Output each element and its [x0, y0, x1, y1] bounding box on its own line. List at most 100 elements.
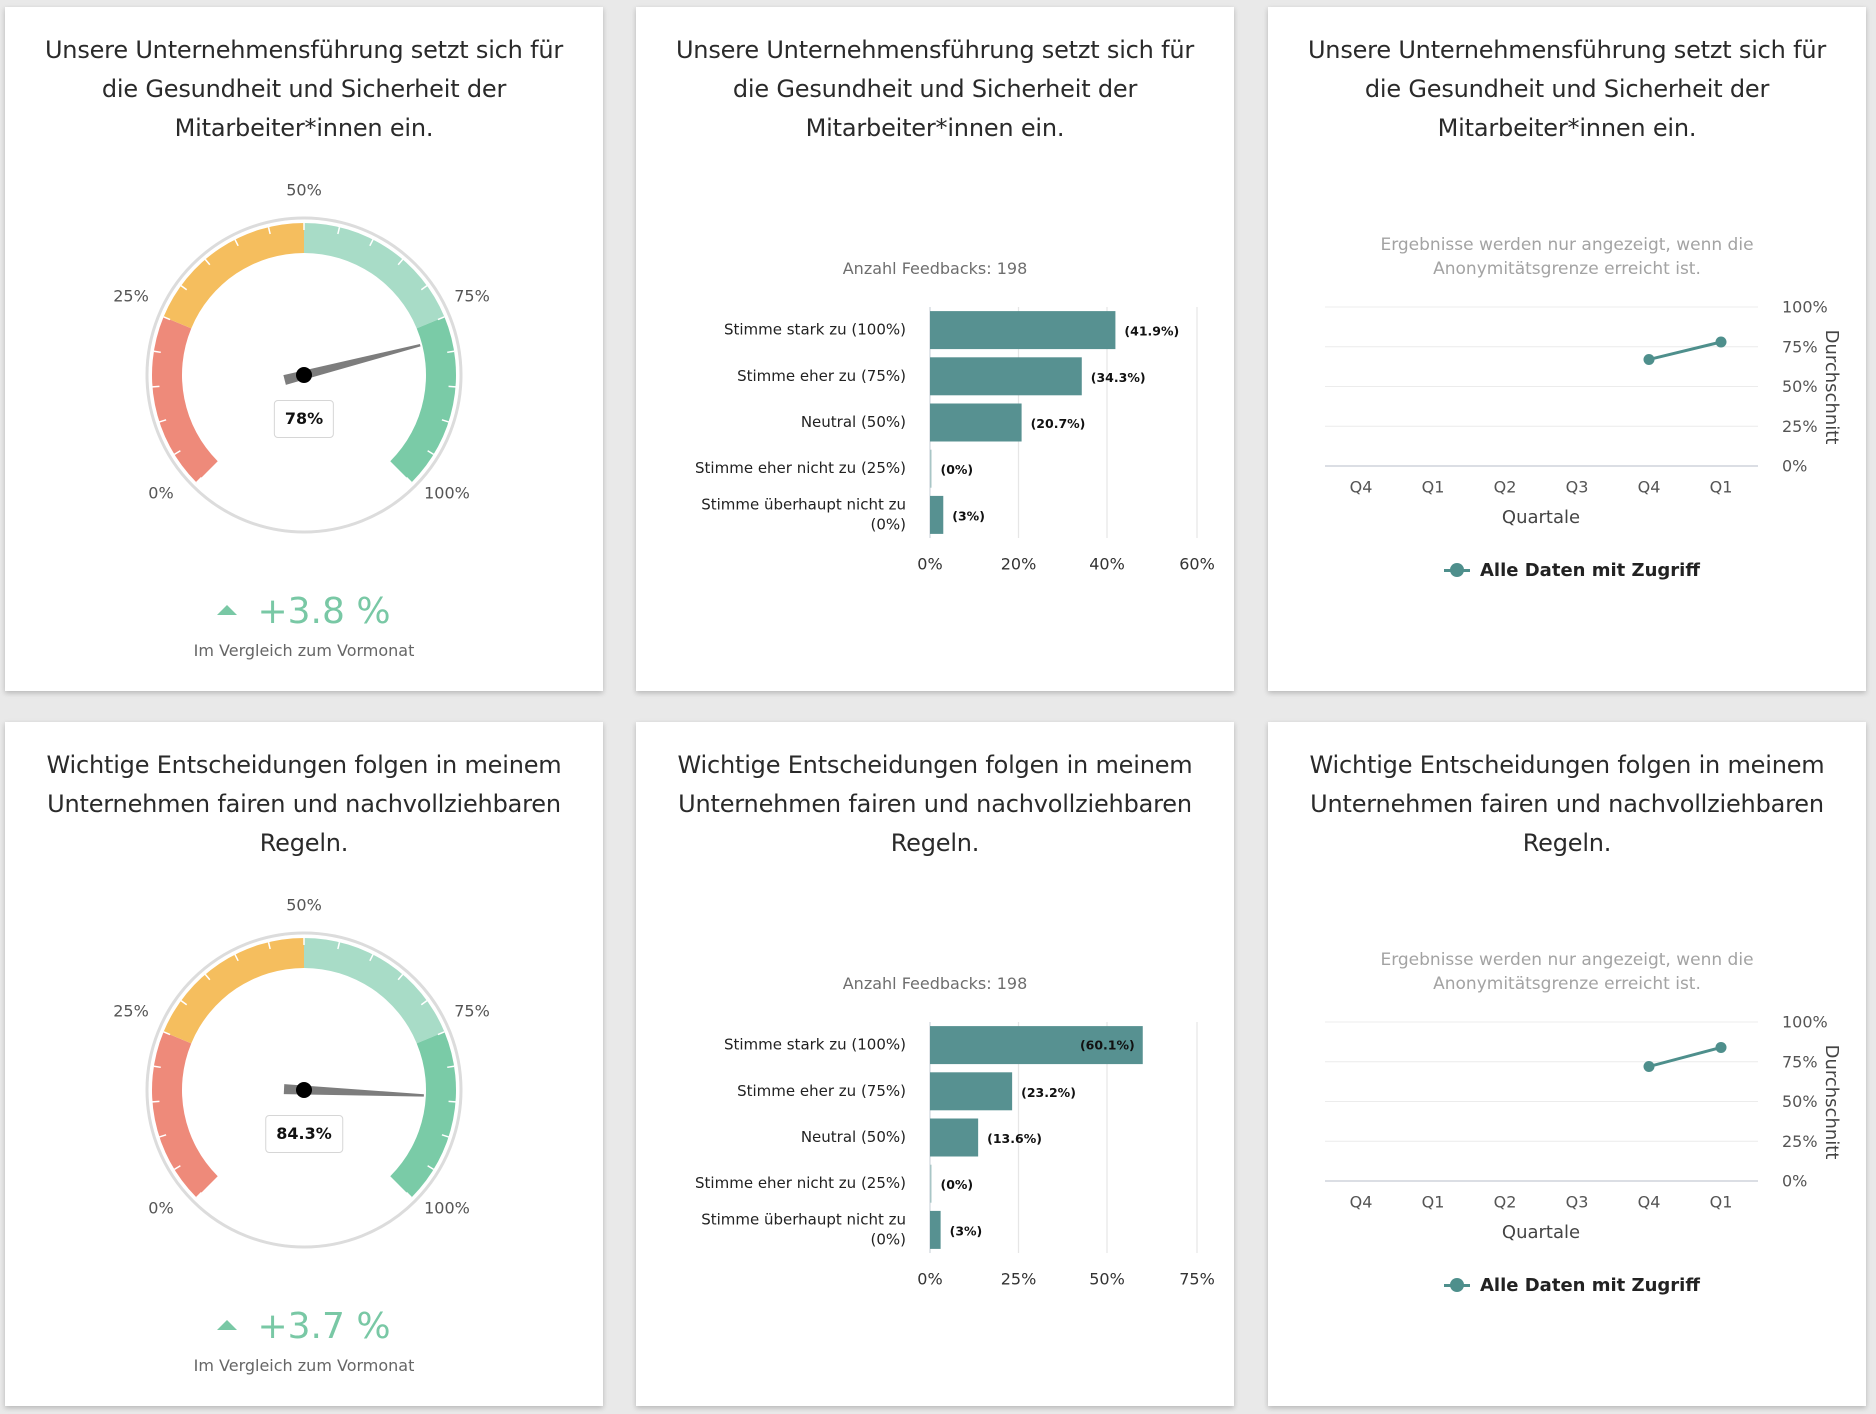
x-axis-title: Quartale: [1502, 1222, 1580, 1243]
bar-value-label: (41.9%): [1124, 324, 1179, 339]
gauge-tick: [427, 1165, 434, 1171]
gauge-tick: [152, 1100, 160, 1103]
y-tick-label: 100%: [1782, 298, 1828, 317]
bar: [930, 311, 1116, 350]
gauge-band: [390, 1031, 456, 1198]
gauge-needle: [283, 343, 421, 385]
bar: [930, 357, 1082, 396]
gauge-tick: [180, 1000, 188, 1006]
card-title: Unsere Unternehmensführung setzt sich fü…: [675, 36, 1195, 142]
delta-value: +3.8 %: [257, 591, 391, 632]
bar-card: Wichtige Entscheidungen folgen in meinem…: [636, 722, 1234, 1406]
gauge-tick: [174, 450, 181, 456]
gauge-tick: [406, 1192, 413, 1199]
x-tick-label: Q3: [1566, 1193, 1589, 1212]
gauge-tick: [267, 227, 271, 235]
x-tick-label: Q2: [1494, 478, 1517, 497]
data-point: [1643, 353, 1655, 365]
category-label: (0%): [870, 1230, 906, 1248]
card-title: Wichtige Entscheidungen folgen in meinem…: [677, 751, 1193, 857]
bar-value-label: (60.1%): [1080, 1038, 1135, 1053]
gauge-tick: [163, 316, 171, 321]
gauge-tick: [437, 1031, 445, 1036]
gauge-tick: [441, 1134, 449, 1138]
gauge-tick: [337, 942, 341, 950]
gauge-tick: [369, 954, 374, 962]
gauge-tick: [163, 1031, 171, 1036]
y-tick-label: 0%: [1782, 457, 1807, 476]
x-tick-label: Q4: [1638, 1193, 1661, 1212]
gauge-tick: [420, 1000, 428, 1006]
x-tick-label: 0%: [917, 555, 942, 574]
bar-value-label: (0%): [941, 462, 974, 477]
bar: [930, 1072, 1013, 1111]
gauge-tick: [397, 258, 404, 266]
gauge-tick: [159, 419, 167, 423]
gauge-tick-label: 50%: [286, 896, 322, 915]
gauge-needle: [283, 1084, 424, 1097]
gauge-tick: [159, 1134, 167, 1138]
x-tick-label: 40%: [1089, 555, 1125, 574]
gauge-tick: [234, 954, 239, 962]
line-chart: 0% 25% 50% 75% 100% Q4 Q1 Q2 Q3 Q4 Q1 Quartale Durch…: [1325, 1013, 1842, 1243]
legend-label: Alle Daten mit Zugriff: [1480, 559, 1700, 581]
gauge-band: [390, 316, 456, 483]
card-title: Unsere Unternehmensführung setzt sich fü…: [1307, 36, 1827, 142]
bar: [930, 1118, 979, 1157]
x-tick-label: Q2: [1494, 1193, 1517, 1212]
gauge-tick: [427, 450, 434, 456]
gauge-tick: [204, 973, 211, 981]
gauge-tick: [174, 1165, 181, 1171]
gauge-tick-label: 100%: [424, 1199, 470, 1218]
gauge-tick-label: 25%: [113, 287, 149, 306]
x-tick-label: 0%: [917, 1270, 942, 1289]
anonymity-note: Ergebnisse werden nur angezeigt, wenn di…: [1380, 950, 1754, 994]
gauge-outer-ring: [145, 931, 463, 1249]
delta-subtitle: Im Vergleich zum Vormonat: [193, 641, 415, 660]
bar: [930, 1164, 932, 1203]
gauge-tick: [153, 1065, 161, 1069]
bar-card: Unsere Unternehmensführung setzt sich fü…: [636, 7, 1234, 691]
y-axis-title: Durchschnitt: [1821, 330, 1842, 445]
category-label: Stimme stark zu (100%): [724, 321, 906, 339]
anonymity-note: Ergebnisse werden nur angezeigt, wenn di…: [1380, 235, 1754, 279]
gauge-tick: [195, 477, 202, 484]
gauge-band: [152, 316, 218, 483]
bar: [930, 1026, 1143, 1065]
category-label: Neutral (50%): [801, 413, 906, 431]
delta-subtitle: Im Vergleich zum Vormonat: [193, 1356, 415, 1375]
line-chart: 0% 25% 50% 75% 100% Q4 Q1 Q2 Q3 Q4 Q1 Quartale Durch…: [1325, 298, 1842, 528]
trend-card: Wichtige Entscheidungen folgen in meinem…: [1268, 722, 1866, 1406]
arrow-up-icon: [217, 605, 238, 615]
legend-item[interactable]: Alle Daten mit Zugriff: [1444, 1273, 1700, 1297]
gauge-tick: [448, 385, 456, 388]
bar-value-label: (23.2%): [1021, 1085, 1076, 1100]
x-tick-label: Q1: [1422, 1193, 1445, 1212]
x-tick-label: Q4: [1350, 478, 1373, 497]
gauge-band: [163, 223, 304, 329]
gauge-needle-pivot: [296, 1082, 312, 1098]
gauge-card: Wichtige Entscheidungen folgen in meinem…: [5, 722, 603, 1406]
x-axis-title: Quartale: [1502, 507, 1580, 528]
delta-value: +3.7 %: [257, 1306, 391, 1347]
x-tick-label: Q1: [1710, 1193, 1733, 1212]
y-tick-label: 50%: [1782, 1092, 1818, 1111]
gauge-tick: [420, 285, 428, 291]
gauge-tick: [267, 942, 271, 950]
gauge-tick: [437, 316, 445, 321]
legend-item[interactable]: Alle Daten mit Zugriff: [1444, 558, 1700, 582]
gauge-tick: [447, 350, 455, 354]
category-label: Stimme stark zu (100%): [724, 1036, 906, 1054]
category-label: Stimme eher zu (75%): [737, 367, 906, 385]
gauge-tick-label: 50%: [286, 181, 322, 200]
bar-chart: 0% 25% 50% 75% Stimme stark zu (100%) (60.1%)…: [695, 1022, 1215, 1289]
gauge-tick-label: 75%: [454, 1002, 490, 1021]
series-line: [1648, 1045, 1722, 1068]
arrow-up-icon: [217, 1320, 238, 1330]
y-tick-label: 50%: [1782, 377, 1818, 396]
gauge-value-label: 84.3%: [265, 1115, 343, 1153]
gauge-tick-label: 0%: [148, 484, 173, 503]
bar: [930, 403, 1022, 442]
x-tick-label: 25%: [1001, 1270, 1037, 1289]
delta-indicator: +3.8 %: [5, 591, 603, 633]
